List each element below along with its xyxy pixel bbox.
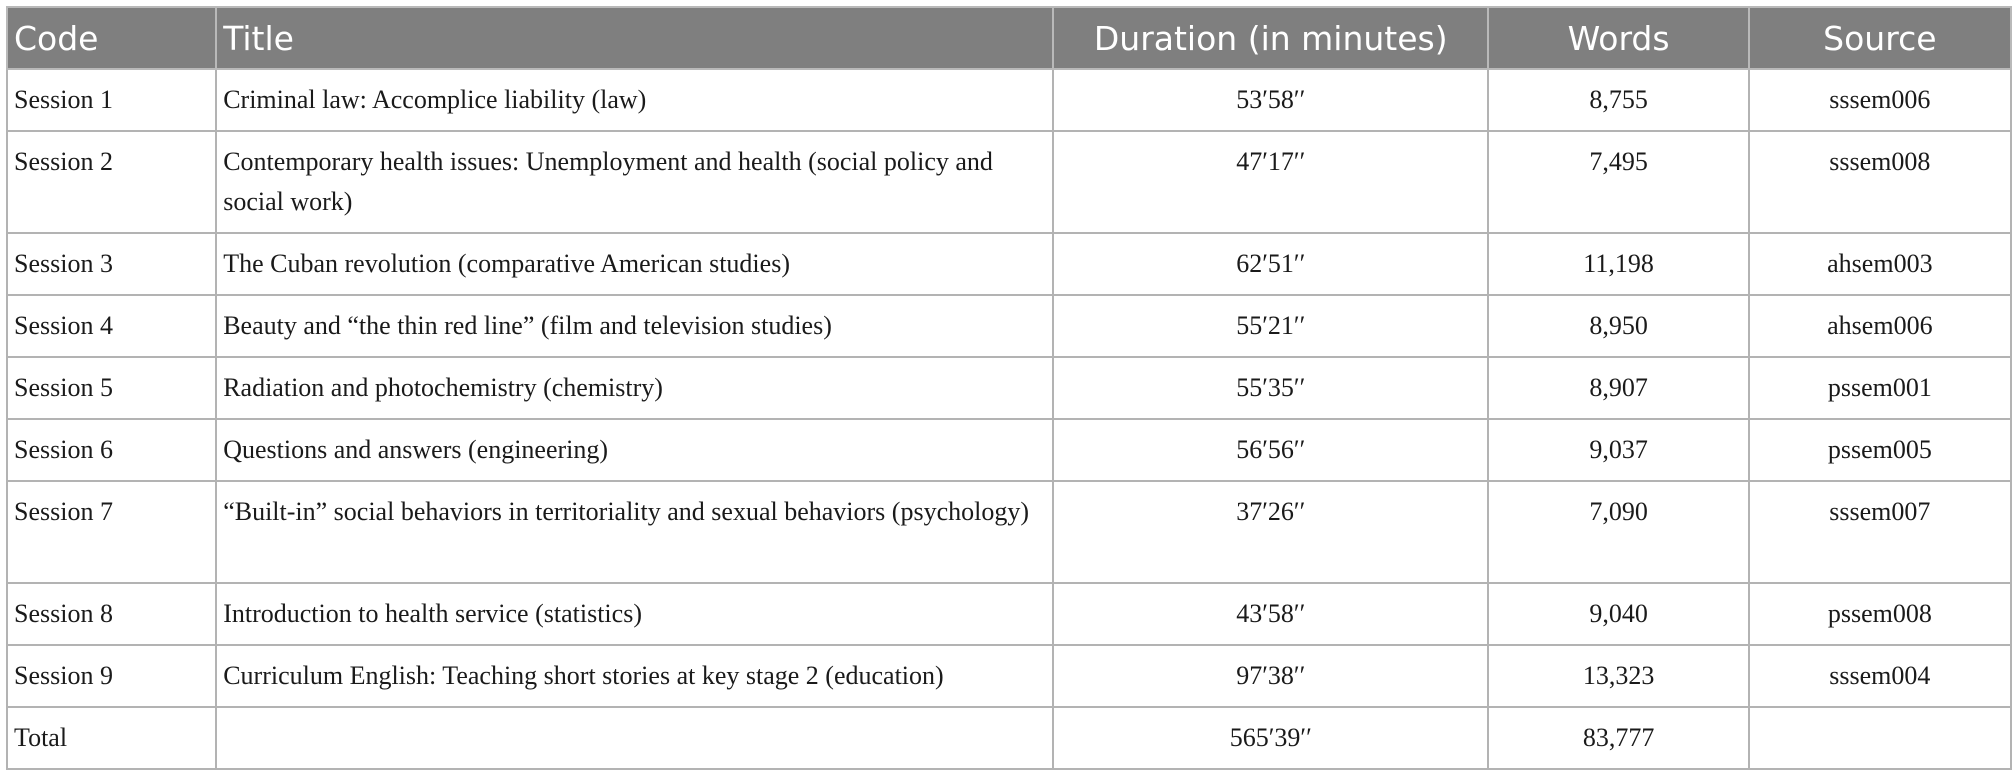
cell-words: 83,777 [1487,706,1750,770]
cell-source: sssem006 [1747,68,2013,132]
cell-title: Contemporary health issues: Unemployment… [215,130,1055,234]
table-row: Session 6 Questions and answers (enginee… [5,418,2013,482]
cell-source: ahsem006 [1747,294,2013,358]
cell-source: pssem005 [1747,418,2013,482]
table-body: Session 1 Criminal law: Accomplice liabi… [5,68,2013,770]
cell-duration: 62′51′′ [1052,232,1490,296]
sessions-table-container: Code Title Duration (in minutes) Words S… [5,6,2013,770]
cell-title: Introduction to health service (statisti… [215,582,1055,646]
header-title: Title [215,6,1055,70]
cell-words: 7,495 [1487,130,1750,234]
total-row: Total 565′39′′ 83,777 [5,706,2013,770]
cell-code: Session 5 [5,356,218,420]
table-row: Session 8 Introduction to health service… [5,582,2013,646]
cell-code: Total [5,706,218,770]
cell-title: Criminal law: Accomplice liability (law) [215,68,1055,132]
cell-title: Questions and answers (engineering) [215,418,1055,482]
sessions-table: Code Title Duration (in minutes) Words S… [5,6,2013,770]
cell-title: Beauty and “the thin red line” (film and… [215,294,1055,358]
cell-code: Session 3 [5,232,218,296]
cell-words: 7,090 [1487,480,1750,584]
header-words: Words [1487,6,1750,70]
cell-duration: 37′26′′ [1052,480,1490,584]
cell-words: 8,950 [1487,294,1750,358]
cell-duration: 565′39′′ [1052,706,1490,770]
table-row: Session 3 The Cuban revolution (comparat… [5,232,2013,296]
cell-code: Session 6 [5,418,218,482]
cell-title: Curriculum English: Teaching short stori… [215,644,1055,708]
cell-words: 11,198 [1487,232,1750,296]
cell-title [215,706,1055,770]
cell-title: “Built-in” social behaviors in territori… [215,480,1055,584]
table-row: Session 4 Beauty and “the thin red line”… [5,294,2013,358]
cell-duration: 53′58′′ [1052,68,1490,132]
cell-words: 8,755 [1487,68,1750,132]
table-row: Session 7 “Built-in” social behaviors in… [5,480,2013,584]
cell-duration: 97′38′′ [1052,644,1490,708]
cell-title: Radiation and photochemistry (chemistry) [215,356,1055,420]
cell-source: ahsem003 [1747,232,2013,296]
cell-source: sssem007 [1747,480,2013,584]
cell-words: 13,323 [1487,644,1750,708]
cell-code: Session 2 [5,130,218,234]
table-row: Session 1 Criminal law: Accomplice liabi… [5,68,2013,132]
cell-code: Session 7 [5,480,218,584]
header-row: Code Title Duration (in minutes) Words S… [5,6,2013,70]
cell-words: 8,907 [1487,356,1750,420]
cell-source [1747,706,2013,770]
table-row: Session 2 Contemporary health issues: Un… [5,130,2013,234]
table-row: Session 5 Radiation and photochemistry (… [5,356,2013,420]
cell-code: Session 4 [5,294,218,358]
cell-duration: 56′56′′ [1052,418,1490,482]
table-row: Session 9 Curriculum English: Teaching s… [5,644,2013,708]
cell-duration: 43′58′′ [1052,582,1490,646]
cell-duration: 47′17′′ [1052,130,1490,234]
cell-source: sssem008 [1747,130,2013,234]
cell-title: The Cuban revolution (comparative Americ… [215,232,1055,296]
cell-duration: 55′21′′ [1052,294,1490,358]
cell-source: pssem001 [1747,356,2013,420]
header-code: Code [5,6,218,70]
cell-words: 9,037 [1487,418,1750,482]
cell-source: pssem008 [1747,582,2013,646]
cell-words: 9,040 [1487,582,1750,646]
cell-code: Session 8 [5,582,218,646]
cell-duration: 55′35′′ [1052,356,1490,420]
header-source: Source [1747,6,2013,70]
cell-code: Session 9 [5,644,218,708]
cell-code: Session 1 [5,68,218,132]
header-duration: Duration (in minutes) [1052,6,1490,70]
table-header: Code Title Duration (in minutes) Words S… [5,6,2013,70]
cell-source: sssem004 [1747,644,2013,708]
